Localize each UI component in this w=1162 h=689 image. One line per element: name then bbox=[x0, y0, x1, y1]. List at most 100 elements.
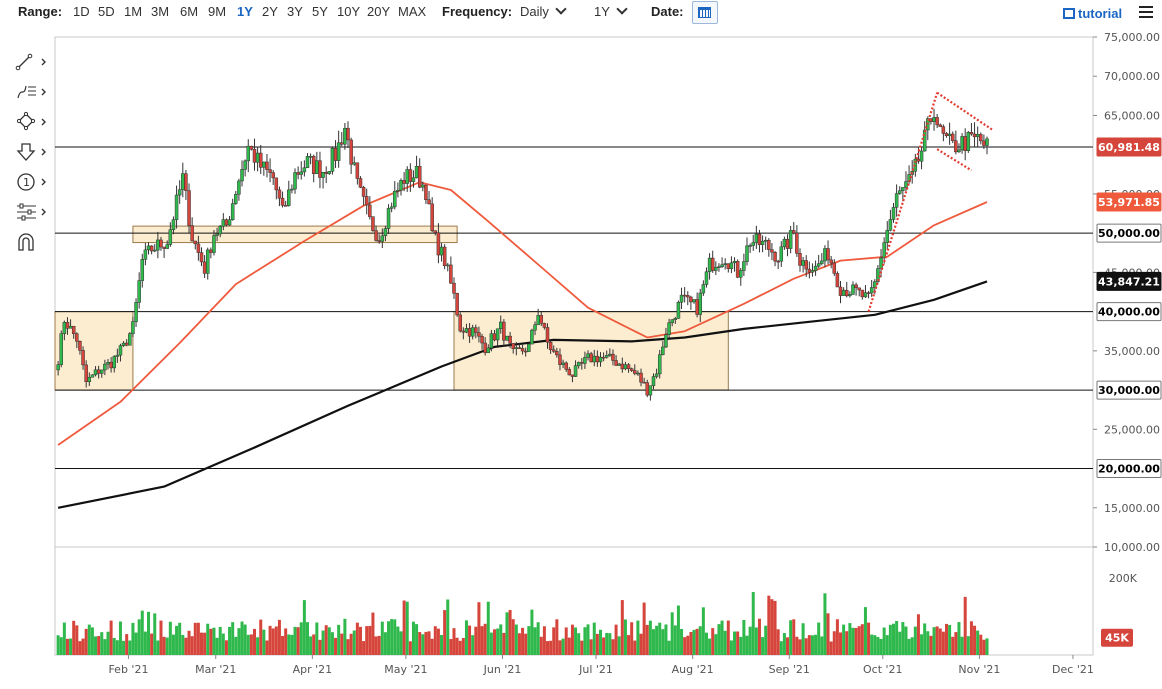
range-max[interactable]: MAX bbox=[398, 4, 427, 19]
volume-bar bbox=[393, 619, 397, 655]
range-3m[interactable]: 3M bbox=[151, 4, 170, 19]
candle-body bbox=[785, 238, 790, 249]
range-10y[interactable]: 10Y bbox=[337, 4, 361, 19]
candle-body bbox=[152, 249, 157, 252]
volume-bar bbox=[106, 631, 110, 655]
volume-bar bbox=[97, 636, 101, 655]
candle-body bbox=[455, 293, 459, 316]
candle-body bbox=[433, 230, 438, 233]
candle-body bbox=[318, 160, 322, 178]
range-6m[interactable]: 6M bbox=[180, 4, 199, 19]
candle-body bbox=[59, 333, 63, 365]
candle-body bbox=[514, 347, 519, 350]
arrow-tool[interactable] bbox=[12, 141, 50, 163]
price-tag-label: 43,847.21 bbox=[1098, 275, 1160, 288]
volume-bar bbox=[779, 641, 783, 655]
volume-bar bbox=[203, 632, 207, 655]
candle-body bbox=[735, 261, 740, 278]
range-3y[interactable]: 3Y bbox=[287, 4, 303, 19]
volume-bar bbox=[153, 613, 157, 655]
y-tick-label: 15,000.00 bbox=[1104, 502, 1160, 515]
volume-bar bbox=[692, 629, 696, 655]
volume-bar bbox=[767, 595, 771, 655]
candle-body bbox=[230, 203, 235, 220]
volume-bar bbox=[580, 640, 584, 655]
candle-body bbox=[277, 189, 282, 199]
range-9m[interactable]: 9M bbox=[208, 4, 227, 19]
candle-body bbox=[776, 260, 780, 263]
menu-icon[interactable] bbox=[1139, 6, 1153, 18]
range-5d[interactable]: 5D bbox=[98, 4, 115, 19]
candle-body bbox=[551, 349, 556, 352]
candle-body bbox=[820, 260, 824, 264]
volume-bar bbox=[436, 628, 440, 655]
volume-bar bbox=[795, 636, 799, 655]
magnet-tool[interactable] bbox=[12, 231, 50, 253]
indicator-tool[interactable] bbox=[12, 201, 50, 223]
volume-bar bbox=[165, 637, 169, 655]
candle-body bbox=[212, 235, 216, 253]
volume-bar bbox=[252, 628, 256, 655]
period-select[interactable]: 1Y bbox=[594, 0, 628, 24]
candle-body bbox=[919, 150, 924, 162]
fibonacci-tool[interactable] bbox=[12, 81, 50, 103]
shape-tool[interactable] bbox=[12, 111, 50, 133]
candle-body bbox=[427, 199, 431, 205]
candle-body bbox=[346, 127, 350, 141]
candle-body bbox=[349, 139, 353, 165]
candle-body bbox=[439, 246, 444, 256]
volume-bar bbox=[583, 627, 587, 655]
volume-bar bbox=[633, 640, 637, 655]
volume-bar bbox=[209, 628, 213, 655]
candle-body bbox=[757, 233, 762, 245]
candle-body bbox=[657, 354, 662, 375]
candle-body bbox=[380, 235, 385, 242]
candle-body bbox=[517, 347, 522, 349]
volume-bar bbox=[399, 631, 403, 655]
event-tool[interactable]: 1 bbox=[12, 171, 50, 193]
volume-bar bbox=[430, 638, 434, 655]
candle-body bbox=[626, 364, 631, 369]
candle-body bbox=[957, 149, 961, 153]
line-draw-tool[interactable] bbox=[12, 51, 50, 73]
candle-body bbox=[361, 187, 366, 197]
candle-body bbox=[545, 327, 550, 343]
range-20y[interactable]: 20Y bbox=[367, 4, 391, 19]
volume-bar bbox=[483, 623, 487, 655]
date-picker-button[interactable] bbox=[692, 1, 718, 24]
range-1d[interactable]: 1D bbox=[73, 4, 90, 19]
candle-body bbox=[732, 261, 737, 264]
price-tag-label: 40,000.00 bbox=[1098, 306, 1160, 319]
candle-body bbox=[103, 363, 107, 371]
candle-body bbox=[156, 239, 160, 251]
range-1y[interactable]: 1Y bbox=[237, 4, 253, 19]
candle-body bbox=[340, 142, 344, 145]
range-5y[interactable]: 5Y bbox=[312, 4, 328, 19]
volume-bar bbox=[810, 635, 814, 655]
frequency-select[interactable]: Daily bbox=[520, 0, 567, 24]
candle-body bbox=[561, 362, 565, 365]
candle-body bbox=[243, 160, 247, 170]
candle-body bbox=[452, 282, 456, 294]
candle-body bbox=[876, 268, 880, 282]
range-2y[interactable]: 2Y bbox=[262, 4, 278, 19]
volume-bar bbox=[265, 640, 269, 655]
volume-bar bbox=[387, 621, 391, 655]
candle-body bbox=[321, 172, 325, 178]
candle-body bbox=[268, 169, 272, 173]
range-1m[interactable]: 1M bbox=[124, 4, 143, 19]
candle-body bbox=[505, 335, 509, 341]
candle-body bbox=[464, 328, 469, 333]
arrow-down-icon bbox=[16, 143, 46, 161]
volume-bar bbox=[982, 639, 986, 655]
candle-body bbox=[187, 190, 191, 226]
volume-bar bbox=[390, 619, 394, 655]
candle-body bbox=[209, 249, 213, 253]
volume-bar bbox=[355, 622, 359, 655]
volume-bar bbox=[464, 620, 468, 655]
volume-bar bbox=[502, 632, 506, 655]
tutorial-link[interactable]: tutorial bbox=[1063, 2, 1122, 26]
volume-bar bbox=[262, 629, 266, 655]
volume-bar bbox=[511, 619, 515, 655]
